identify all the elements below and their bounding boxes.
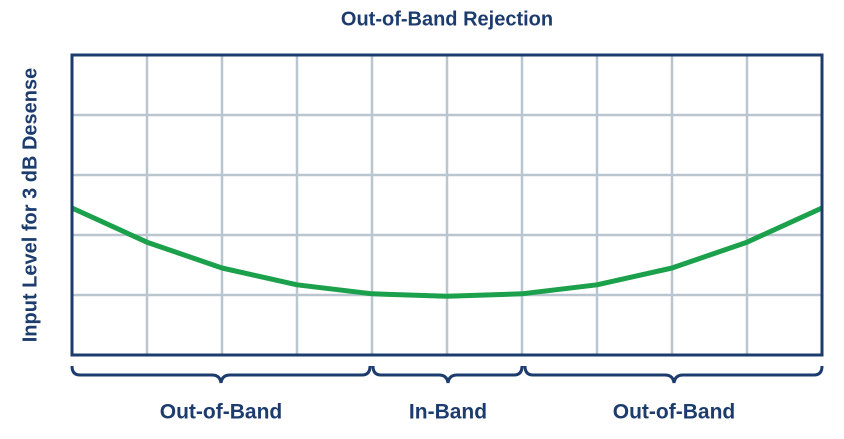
brace — [70, 365, 372, 384]
plot-frame — [70, 53, 824, 357]
grid — [70, 55, 824, 355]
band-label: Out-of-Band — [613, 401, 735, 424]
brace — [371, 365, 524, 384]
band-label: Out-of-Band — [160, 401, 282, 424]
y-axis-label: Input Level for 3 dB Desense — [19, 68, 41, 343]
chart-title: Out-of-Band Rejection — [341, 8, 553, 30]
curve — [70, 205, 824, 299]
brace — [523, 365, 824, 384]
band-label: In-Band — [409, 401, 487, 424]
